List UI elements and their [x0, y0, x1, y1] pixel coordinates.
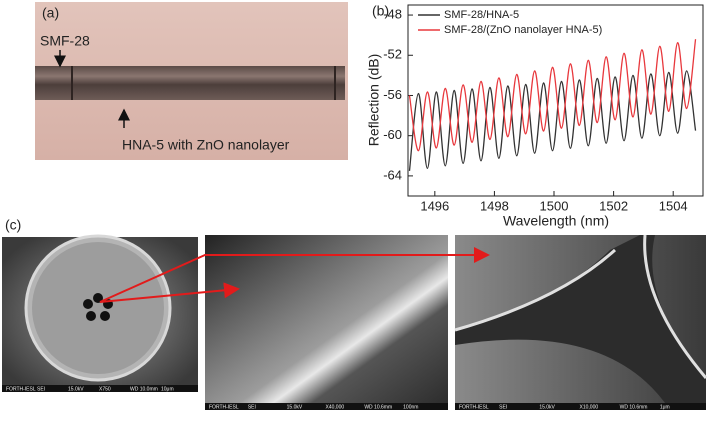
sem-image [205, 235, 448, 410]
sem-footer-text: 10μm [161, 386, 174, 392]
panel-label: (c) [5, 217, 21, 233]
annotation: SMF-28 [40, 33, 90, 49]
sem-footer-text: X10,000 [580, 404, 599, 410]
sem-footer-text: X750 [99, 386, 111, 392]
x-tick-label: 1502 [599, 198, 628, 213]
sem-footer-text: SEI [499, 404, 507, 410]
y-tick-label: -64 [383, 167, 402, 182]
sem-footer-text: 1μm [660, 404, 670, 410]
y-tick-label: -48 [383, 6, 402, 21]
plot-frame [407, 4, 704, 197]
sem-footer-text: 15.0kV [539, 404, 555, 410]
x-tick-label: 1498 [480, 198, 509, 213]
sem-footer-text: 100nm [403, 404, 418, 410]
series-line [408, 70, 697, 171]
annotation: HNA-5 with ZnO nanolayer [122, 137, 290, 153]
sem-footer-text: SEI [37, 386, 45, 392]
sem-footer-text: WD 10.6mm [620, 404, 648, 410]
panel-label: (a) [42, 5, 59, 21]
x-axis-label: Wavelength (nm) [503, 213, 609, 229]
sem-footer-text: FORTH-IESL [459, 404, 489, 410]
panel-label: (b) [372, 3, 389, 19]
sem-footer-text: 15.0kV [68, 386, 84, 392]
y-tick-label: -60 [383, 127, 402, 142]
legend-label: SMF-28/HNA-5 [444, 9, 519, 21]
sem-footer-text: WD 10.6mm [364, 404, 392, 410]
sem-footer-text: 15.0kV [287, 404, 303, 410]
sem-footer-text: FORTH-IESL [209, 404, 239, 410]
fiber [35, 66, 345, 100]
legend-label: SMF-28/(ZnO nanolayer HNA-5) [444, 24, 602, 36]
x-tick-label: 1504 [659, 198, 688, 213]
panel-a: (a) SMF-28 HNA-5 with ZnO nanolayer [35, 2, 348, 160]
y-axis-label: Reflection (dB) [366, 54, 382, 147]
x-tick-label: 1496 [420, 198, 449, 213]
sem-footer-text: FORTH-IESL [6, 386, 36, 392]
zoom-arrow [99, 247, 490, 303]
plot-area [408, 39, 697, 171]
series-line [408, 39, 697, 152]
x-tick-label: 1500 [540, 198, 569, 213]
sem-footer-text: X40,000 [326, 404, 345, 410]
zoom-arrow [99, 282, 240, 303]
sem-footer-text: WD 10.0mm [130, 386, 158, 392]
y-tick-label: -52 [383, 47, 402, 62]
y-tick-label: -56 [383, 87, 402, 102]
panel-c: (c) FORTH-IESL SEI 15.0kV X750 WD 10.0mm 10μm… [2, 217, 708, 410]
panel-b: (b) Reflection (dB) Wavelength (nm) -48 -… [366, 3, 704, 229]
sem-footer-text: SEI [248, 404, 256, 410]
